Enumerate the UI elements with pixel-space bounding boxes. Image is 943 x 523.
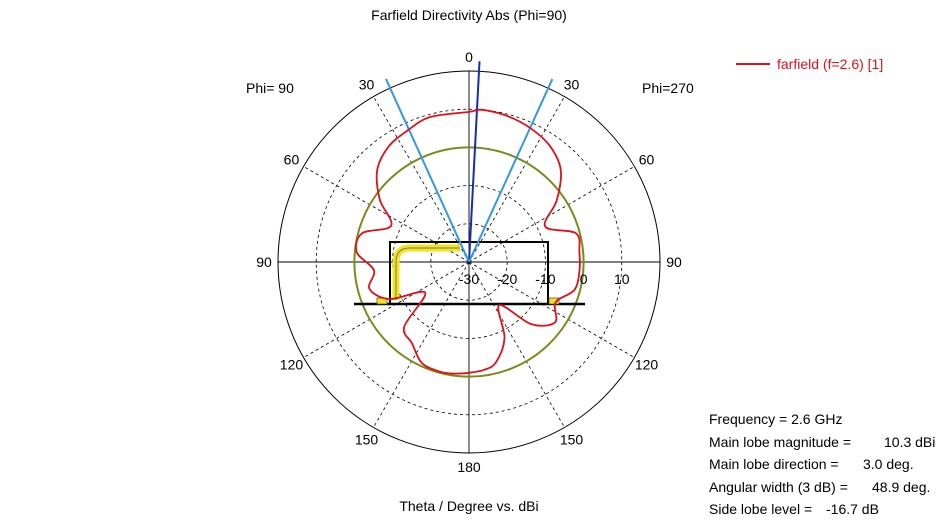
stat-row-main-lobe-magnitude: Main lobe magnitude = 10.3 dBi [709, 431, 939, 454]
stat-value: 10.3 dBi [884, 433, 936, 450]
x-axis-label: Theta / Degree vs. dBi [399, 498, 539, 514]
substrate-outline [389, 241, 549, 305]
angle-tick-label: 180 [457, 459, 481, 475]
main-lobe-line [468, 61, 481, 263]
legend-entry: farfield (f=2.6) [1] [777, 56, 884, 72]
reference-circle [353, 146, 585, 378]
stat-row-frequency: Frequency = 2.6 GHz [709, 408, 939, 431]
radial-tick-labels: -30 -20 -10 0 10 [459, 271, 630, 287]
stat-label: Main lobe direction = [709, 456, 839, 472]
angle-tick-label: 150 [355, 432, 379, 448]
angle-tick-label: 60 [639, 152, 655, 168]
antenna-model-overlay [354, 241, 585, 306]
grid-spoke [468, 261, 565, 428]
feed-line-outline [395, 247, 460, 300]
beam-indicator-lines [385, 61, 554, 263]
angle-tick-label: 120 [280, 357, 304, 373]
angle-tick-label: 150 [560, 432, 584, 448]
zero-dbi-reference-circle [353, 146, 585, 378]
legend: farfield (f=2.6) [1] [736, 56, 883, 72]
trace-layer [355, 108, 581, 375]
angle-tick-label: 30 [359, 76, 375, 92]
series-line-farfield [355, 108, 581, 375]
grid-spoke [468, 96, 565, 263]
right-mount-tab [548, 297, 560, 305]
feed-line [392, 244, 460, 300]
stat-row-side-lobe-level: Side lobe level = -16.7 dB [709, 498, 939, 521]
stat-row-main-lobe-direction: Main lobe direction = 3.0 deg. [709, 453, 939, 476]
grid-spoke [373, 96, 470, 263]
stat-value: 3.0 deg. [863, 456, 914, 472]
angle-tick-labels: 0 30 60 90 120 150 180 150 120 90 60 30 [256, 49, 682, 475]
phi-left-label: Phi= 90 [246, 80, 294, 96]
legend-swatch [736, 63, 770, 66]
radial-tick-label: -30 [459, 271, 479, 287]
beam-edge-line-right [468, 78, 554, 263]
angle-tick-label: 120 [635, 357, 659, 373]
grid-spoke [303, 261, 470, 358]
stats-panel: Frequency = 2.6 GHz Main lobe magnitude … [709, 408, 939, 521]
angle-tick-label: 90 [666, 254, 682, 270]
phi-right-label: Phi=270 [642, 80, 694, 96]
stat-label: Side lobe level = [709, 501, 813, 517]
radial-tick-label: 0 [580, 271, 588, 287]
grid-spoke [468, 261, 635, 358]
grid-spoke [468, 166, 635, 263]
beam-edge-line-left [385, 78, 470, 263]
chart-title: Farfield Directivity Abs (Phi=90) [371, 7, 567, 23]
angle-tick-label: 30 [564, 76, 580, 92]
stat-label: Angular width (3 dB) = [709, 478, 848, 495]
radial-tick-label: 10 [614, 271, 630, 287]
radial-tick-label: -20 [497, 271, 517, 287]
radial-tick-label: -10 [535, 271, 555, 287]
stat-value: -16.7 dB [826, 501, 879, 517]
stat-row-angular-width: Angular width (3 dB) = 48.9 deg. [709, 476, 939, 499]
angle-tick-label: 60 [284, 152, 300, 168]
angle-tick-label: 90 [256, 254, 272, 270]
stat-label: Main lobe magnitude = [709, 433, 852, 450]
angle-tick-label: 0 [465, 49, 473, 65]
stat-value: 48.9 deg. [872, 478, 931, 495]
grid-spoke [373, 261, 470, 428]
stat-label: Frequency = 2.6 GHz [709, 411, 843, 427]
